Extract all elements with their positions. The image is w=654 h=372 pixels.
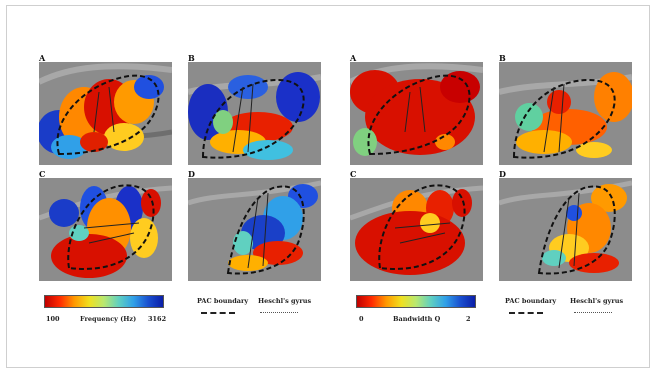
pac-boundary-dash-left xyxy=(201,312,235,314)
heschl-gyrus-label-left: Heschl's gyrus xyxy=(258,297,312,305)
frequency-title: Frequency (Hz) xyxy=(80,315,137,323)
pac-boundary-label-left: PAC boundary xyxy=(197,297,249,305)
panel-label-bw-c: C xyxy=(350,169,357,179)
heschl-gyrus-dots-right xyxy=(574,312,612,313)
figure-frame xyxy=(6,5,650,368)
brain-map-frequency-b xyxy=(188,62,321,165)
brain-map-frequency-a xyxy=(39,62,172,165)
brain-map-frequency-d xyxy=(188,178,321,281)
panel-label-bw-b: B xyxy=(499,53,506,63)
panel-label-freq-b: B xyxy=(188,53,195,63)
frequency-max-label: 3162 xyxy=(148,315,167,323)
heschl-gyrus-label-right: Heschl's gyrus xyxy=(570,297,624,305)
bandwidth-colorbar xyxy=(356,295,476,308)
frequency-min-label: 100 xyxy=(46,315,60,323)
frequency-colorbar xyxy=(44,295,164,308)
pac-boundary-label-right: PAC boundary xyxy=(505,297,557,305)
panel-label-freq-d: D xyxy=(188,169,195,179)
panel-label-bw-d: D xyxy=(499,169,506,179)
brain-map-bandwidth-a xyxy=(350,62,483,165)
panel-label-freq-c: C xyxy=(39,169,46,179)
brain-map-bandwidth-c xyxy=(350,178,483,281)
heschl-gyrus-dots-left xyxy=(260,312,298,313)
bandwidth-min-label: 0 xyxy=(359,315,364,323)
brain-map-bandwidth-d xyxy=(499,178,632,281)
brain-map-bandwidth-b xyxy=(499,62,632,165)
panel-label-bw-a: A xyxy=(350,53,357,63)
pac-boundary-dash-right xyxy=(509,312,543,314)
bandwidth-title: Bandwidth Q xyxy=(393,315,441,323)
bandwidth-max-label: 2 xyxy=(466,315,471,323)
panel-label-freq-a: A xyxy=(39,53,46,63)
brain-map-frequency-c xyxy=(39,178,172,281)
